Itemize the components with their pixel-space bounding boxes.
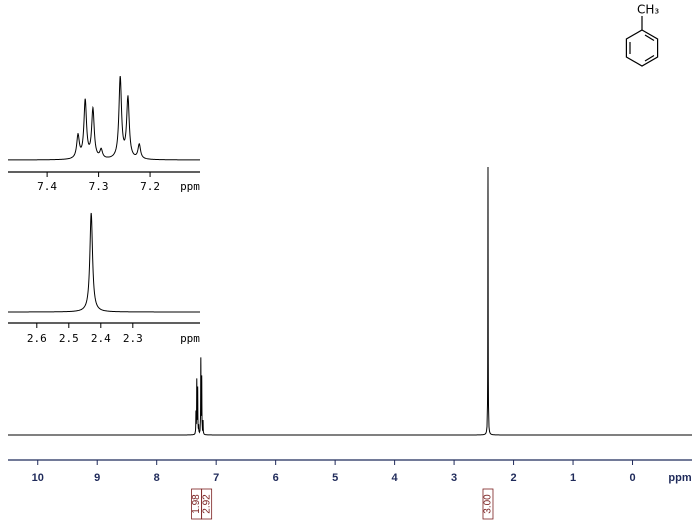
integral-label: 3.00 [483,494,494,514]
spectrum-line [8,212,200,313]
x-tick-label: 2.3 [123,332,143,345]
spectrum-line [8,75,201,161]
toluene-structure [625,16,659,67]
integral-label: 1.98 [191,494,202,514]
x-axis-label: ppm [668,472,691,484]
x-tick-label: 2 [511,472,517,484]
x-tick-label: 2.6 [27,332,47,345]
x-tick-label: 1 [570,472,576,484]
x-tick-label: 7 [213,472,219,484]
x-tick-label: 7.3 [89,180,109,193]
double-bond [644,34,655,42]
integral-box [201,488,213,520]
x-tick-label: 9 [94,472,100,484]
x-tick-label: 2.5 [59,332,79,345]
methyl-label: CH₃ [637,3,659,17]
x-tick-label: 2.4 [91,332,111,345]
x-axis-label: ppm [180,332,200,345]
integral-label: 2.92 [201,494,212,514]
integral-box [482,488,494,520]
x-tick-label: 5 [332,472,338,484]
x-tick-label: 7.2 [140,180,160,193]
x-tick-label: 7.4 [37,180,57,193]
x-tick-label: 8 [154,472,160,484]
x-tick-label: 3 [451,472,457,484]
x-tick-label: 6 [273,472,279,484]
spectrum-line [8,166,692,436]
x-tick-label: 0 [629,472,635,484]
x-tick-label: 10 [32,472,44,484]
x-axis-label: ppm [180,180,200,193]
x-tick-label: 4 [392,472,399,484]
double-bond [644,54,655,62]
benzene-ring [625,29,659,67]
